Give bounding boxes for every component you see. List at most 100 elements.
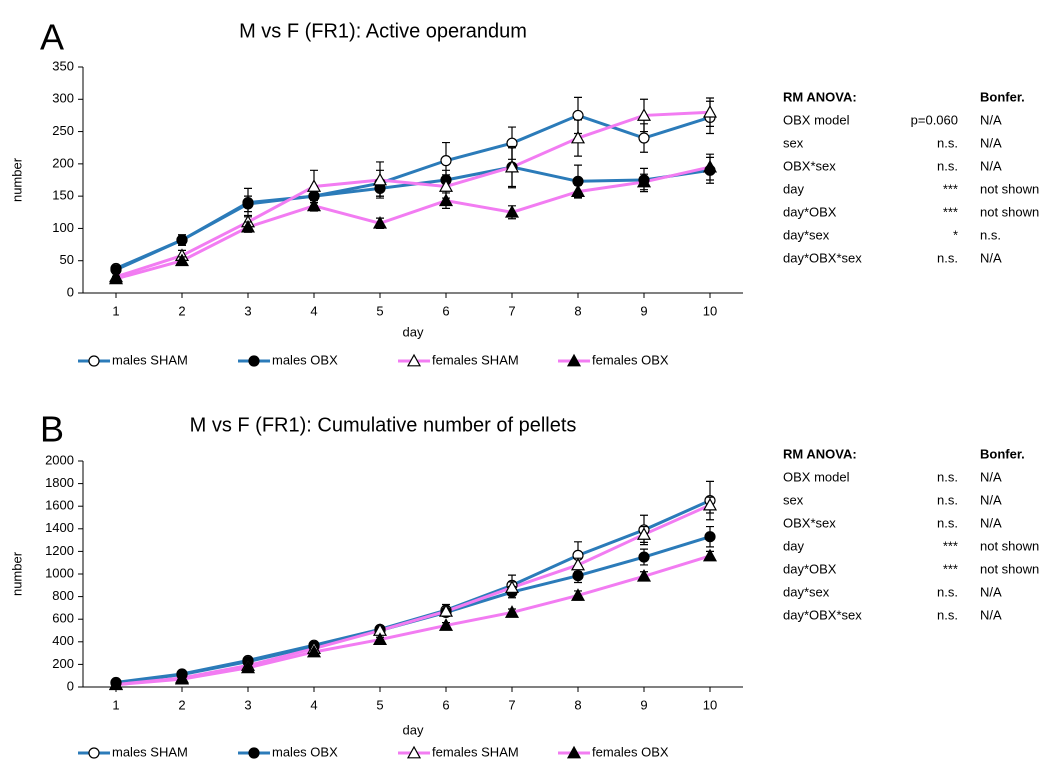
x-tick-label: 3 (244, 697, 251, 712)
data-point (504, 605, 520, 618)
stats-bonfer: not shown (980, 538, 1039, 553)
data-point (174, 253, 190, 267)
stats-bonfer: not shown (980, 561, 1039, 576)
stats-p: *** (943, 204, 958, 219)
y-tick-label: 250 (52, 123, 74, 138)
y-tick-label: 0 (67, 284, 74, 299)
y-tick-label: 1200 (45, 543, 74, 558)
legend-label: females OBX (592, 744, 669, 759)
data-point (702, 548, 718, 562)
legend-marker (88, 747, 100, 759)
panel-label: A (40, 17, 64, 58)
data-point (704, 531, 716, 543)
x-tick-label: 5 (376, 303, 383, 318)
data-point (306, 644, 322, 658)
stats-heading: Bonfer. (980, 89, 1025, 104)
x-tick-label: 10 (703, 303, 717, 318)
x-tick-label: 1 (112, 697, 119, 712)
stats-p: *** (943, 538, 958, 553)
stats-effect: day*OBX*sex (783, 250, 862, 265)
y-tick-label: 1000 (45, 565, 74, 580)
data-point (438, 193, 454, 207)
y-tick-label: 200 (52, 656, 74, 671)
series-line (115, 499, 711, 684)
stats-effect: day*OBX (783, 204, 837, 219)
data-point (572, 109, 584, 122)
data-point (108, 677, 124, 691)
y-tick-label: 300 (52, 91, 74, 106)
legend-marker (248, 747, 260, 759)
legend-label: males SHAM (112, 352, 188, 367)
y-tick-label: 200 (52, 155, 74, 170)
stats-bonfer: not shown (980, 181, 1039, 196)
stats-p: n.s. (937, 469, 958, 484)
chart-title: M vs F (FR1): Active operandum (239, 20, 527, 42)
y-tick-label: 800 (52, 588, 74, 603)
x-tick-label: 6 (442, 303, 449, 318)
data-point (504, 159, 520, 173)
legend-marker (88, 355, 100, 367)
stats-p: * (953, 227, 958, 242)
stats-p: n.s. (937, 492, 958, 507)
data-point (242, 198, 254, 210)
chart-title: M vs F (FR1): Cumulative number of pelle… (190, 414, 577, 436)
data-point (702, 159, 718, 173)
stats-bonfer: N/A (980, 250, 1002, 265)
stats-bonfer: N/A (980, 135, 1002, 150)
data-point (240, 660, 256, 674)
data-point (176, 234, 188, 246)
data-point (570, 588, 586, 601)
data-point (638, 551, 650, 563)
x-tick-label: 9 (640, 303, 647, 318)
y-tick-label: 50 (60, 252, 74, 267)
stats-heading: Bonfer. (980, 446, 1025, 461)
y-tick-label: 400 (52, 633, 74, 648)
stats-effect: day (783, 181, 804, 196)
series-line (115, 554, 711, 687)
data-point (174, 671, 190, 685)
x-tick-label: 6 (442, 697, 449, 712)
stats-bonfer: N/A (980, 469, 1002, 484)
stats-effect: day*sex (783, 584, 830, 599)
stats-heading: RM ANOVA: (783, 89, 857, 104)
x-tick-label: 2 (178, 303, 185, 318)
legend-label: females SHAM (432, 744, 519, 759)
y-tick-label: 1400 (45, 520, 74, 535)
stats-effect: sex (783, 492, 804, 507)
stats-p: n.s. (937, 250, 958, 265)
stats-p: *** (943, 181, 958, 196)
stats-bonfer: n.s. (980, 227, 1001, 242)
series-line (115, 535, 711, 685)
stats-p: n.s. (937, 607, 958, 622)
data-point (438, 618, 454, 631)
stats-bonfer: N/A (980, 158, 1002, 173)
legend-label: females OBX (592, 352, 669, 367)
stats-bonfer: N/A (980, 492, 1002, 507)
data-point (570, 184, 586, 198)
x-tick-label: 4 (310, 303, 317, 318)
y-axis-label: number (9, 551, 24, 596)
data-point (438, 179, 454, 192)
y-axis-label: number (9, 157, 24, 202)
x-tick-label: 7 (508, 697, 515, 712)
stats-effect: day*OBX*sex (783, 607, 862, 622)
data-point (438, 604, 454, 617)
stats-bonfer: N/A (980, 112, 1002, 127)
data-point (372, 632, 388, 645)
x-tick-label: 4 (310, 697, 317, 712)
data-point (636, 527, 652, 540)
stats-effect: sex (783, 135, 804, 150)
stats-p: n.s. (937, 158, 958, 173)
stats-effect: OBX*sex (783, 158, 836, 173)
data-point (702, 104, 718, 118)
x-tick-label: 9 (640, 697, 647, 712)
stats-p: n.s. (937, 584, 958, 599)
legend-label: males OBX (272, 744, 338, 759)
data-point (570, 557, 586, 571)
data-point (636, 174, 652, 188)
stats-p: n.s. (937, 515, 958, 530)
x-tick-label: 3 (244, 303, 251, 318)
data-point (702, 497, 718, 511)
stats-p: n.s. (937, 135, 958, 150)
y-tick-label: 150 (52, 188, 74, 203)
